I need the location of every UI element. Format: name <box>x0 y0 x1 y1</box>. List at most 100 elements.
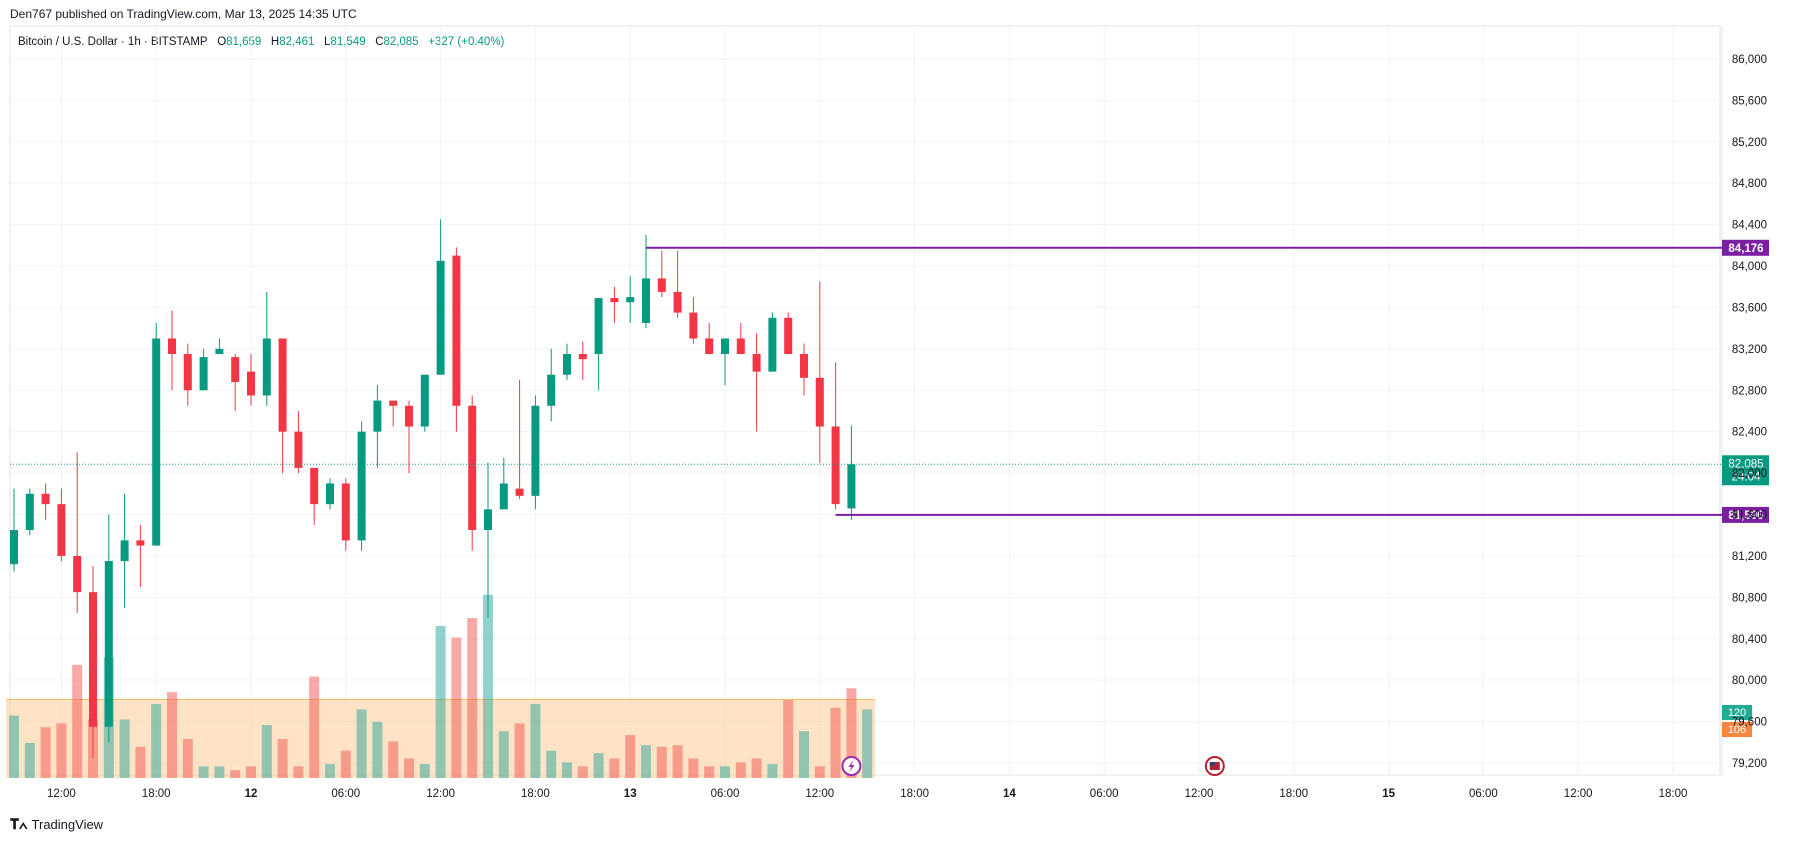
candle-down <box>310 467 319 505</box>
candle-up <box>215 348 224 355</box>
volume-bar <box>641 745 651 778</box>
tradingview-brand[interactable]: 𝐓∧ TradingView <box>10 816 103 833</box>
bar-countdown-label: 24:04 <box>1732 471 1761 483</box>
volume-bar <box>625 735 636 778</box>
candle-down <box>752 354 761 372</box>
brand-text: TradingView <box>31 817 104 832</box>
y-tick-label: 82,800 <box>1732 385 1767 397</box>
candle-up <box>594 298 603 355</box>
volume-last-label: 120 <box>1728 707 1746 719</box>
volume-ma-tag <box>1722 722 1752 737</box>
candle-down <box>705 338 714 355</box>
volume-bar <box>356 709 367 778</box>
candle-down <box>231 357 240 382</box>
volume-bar <box>167 692 177 778</box>
x-tick-label: 15 <box>1382 788 1395 800</box>
candle-up <box>199 357 208 391</box>
volume-bar <box>309 676 320 778</box>
volume-bar <box>246 766 256 778</box>
volume-bar <box>419 763 430 778</box>
volume-bar <box>483 594 493 778</box>
candle-down <box>800 354 808 378</box>
x-tick-label: 06:00 <box>331 788 360 800</box>
close-label: C <box>375 36 384 48</box>
y-tick-label: 81,600 <box>1732 510 1767 522</box>
volume-bar <box>40 727 51 778</box>
low-label: L <box>324 36 331 48</box>
candle-up <box>25 493 34 531</box>
volume-bar <box>546 750 557 778</box>
lightning-bolt <box>848 760 855 772</box>
candle-down <box>57 504 66 556</box>
candle-down <box>183 354 192 391</box>
volume-bar <box>720 766 730 778</box>
volume-bar <box>577 766 588 778</box>
volume-bar <box>56 723 67 778</box>
volume-bar <box>72 664 83 778</box>
close-value: 82,085 <box>383 36 419 48</box>
candle-down <box>578 354 587 360</box>
volume-bar <box>846 688 857 778</box>
x-tick-label: 12:00 <box>805 788 834 800</box>
volume-bar <box>514 723 525 778</box>
candle-up <box>104 561 113 727</box>
volume-bar <box>498 731 509 778</box>
symbol-legend: Bitcoin / U.S. Dollar · 1h · BITSTAMP O8… <box>18 36 504 48</box>
y-tick-label: 85,200 <box>1732 137 1767 149</box>
candle-down <box>468 405 477 531</box>
candle-down <box>389 400 398 406</box>
y-tick-label: 80,400 <box>1732 634 1767 646</box>
low-value: 81,549 <box>330 36 366 48</box>
y-tick-label: 79,600 <box>1732 717 1767 729</box>
candle-down <box>136 540 145 546</box>
open-value: 81,659 <box>226 36 262 48</box>
candle-up <box>326 483 334 505</box>
candle-up <box>626 297 635 303</box>
candle-up <box>499 483 508 510</box>
volume-bar <box>135 746 146 778</box>
candle-up <box>563 354 571 375</box>
x-tick-label: 18:00 <box>1279 788 1308 800</box>
candle-up <box>357 431 366 541</box>
y-tick-label: 80,800 <box>1732 592 1767 604</box>
x-tick-label: 06:00 <box>711 788 740 800</box>
volume-ma-label: 106 <box>1728 724 1746 736</box>
y-tick-label: 81,200 <box>1732 551 1767 563</box>
volume-bar <box>9 715 19 778</box>
y-tick-label: 86,000 <box>1732 54 1767 66</box>
volume-bar <box>182 739 193 778</box>
volume-bar <box>325 763 335 778</box>
y-tick-label: 83,600 <box>1732 302 1767 314</box>
last-price-label: 82,085 <box>1728 458 1763 470</box>
candle-down <box>41 493 50 505</box>
volume-bar <box>277 739 288 778</box>
volume-bar <box>862 709 873 778</box>
symbol-name[interactable]: Bitcoin / U.S. Dollar · 1h · BITSTAMP <box>18 36 208 48</box>
candle-down <box>784 317 793 355</box>
volume-bar <box>609 758 620 778</box>
y-tick-label: 82,400 <box>1732 427 1767 439</box>
x-tick-label: 12:00 <box>426 788 455 800</box>
y-tick-label: 83,200 <box>1732 344 1767 356</box>
y-tick-label: 84,800 <box>1732 178 1767 190</box>
candle-down <box>657 278 666 292</box>
us-flag-canton <box>1209 762 1215 766</box>
candle-down <box>294 431 303 468</box>
candle-down <box>515 488 524 496</box>
candle-up <box>420 374 429 427</box>
y-tick-label: 84,000 <box>1732 261 1767 273</box>
volume-bar <box>340 750 351 778</box>
candle-down <box>168 338 176 355</box>
publish-info: Den767 published on TradingView.com, Mar… <box>10 7 357 21</box>
volume-bar <box>767 763 778 778</box>
level-price-label: 84,176 <box>1728 243 1763 255</box>
candle-down <box>610 298 619 303</box>
candle-down <box>452 255 461 406</box>
volume-bar <box>151 703 162 778</box>
candle-up <box>373 400 382 432</box>
y-tick-label: 84,400 <box>1732 220 1767 232</box>
volume-bar <box>783 700 794 778</box>
x-tick-label: 12 <box>245 788 258 800</box>
volume-last-tag <box>1722 705 1752 720</box>
